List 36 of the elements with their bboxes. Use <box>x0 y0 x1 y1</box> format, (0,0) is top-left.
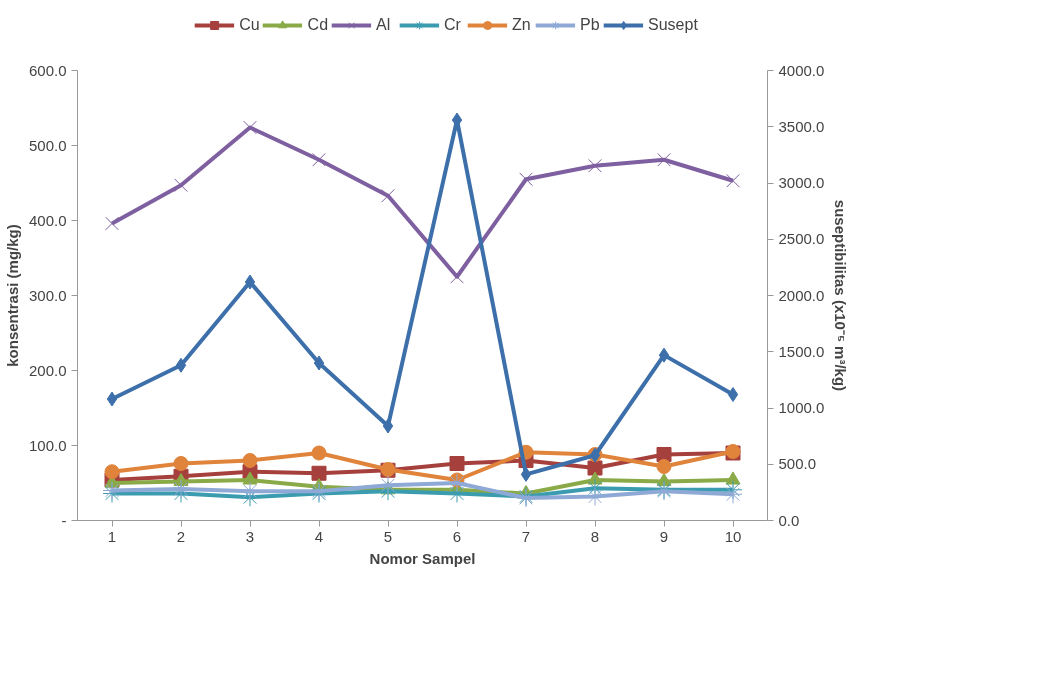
y2-tick-label: 4000.0 <box>778 61 825 79</box>
y-tick-label: 500.0 <box>28 136 67 154</box>
y-tick-label: 600.0 <box>28 61 67 79</box>
y2-tick-label: 1500.0 <box>778 342 825 360</box>
y-tick-label: 100.0 <box>28 436 67 454</box>
x-axis-title: Nomor Sampel <box>369 549 476 567</box>
x-tick-label: 8 <box>590 527 600 545</box>
y-tick-label: 400.0 <box>28 211 67 229</box>
y-tick-label: 300.0 <box>28 286 67 304</box>
legend-label: Pb <box>580 15 601 35</box>
legend-label: Cr <box>444 15 462 35</box>
y2-tick-label: 2000.0 <box>778 286 825 304</box>
legend-label: Zn <box>512 15 532 35</box>
y-tick-label: 200.0 <box>28 361 67 379</box>
x-tick-label: 4 <box>314 527 324 545</box>
y-tick-label: - <box>61 511 67 529</box>
legend-label: Cu <box>239 15 260 35</box>
x-tick-label: 3 <box>245 527 255 545</box>
legend-label: Cd <box>307 15 329 35</box>
y-axis-title: konsentrasi (mg/kg) <box>3 224 21 367</box>
y2-tick-label: 2500.0 <box>778 230 825 248</box>
x-tick-label: 7 <box>521 527 531 545</box>
legend-label: Susept <box>648 15 698 35</box>
y2-tick-label: 3500.0 <box>778 117 825 135</box>
y2-tick-label: 500.0 <box>778 455 817 473</box>
x-tick-label: 6 <box>452 527 462 545</box>
x-tick-label: 1 <box>107 527 117 545</box>
y2-tick-label: 1000.0 <box>778 399 825 416</box>
x-tick-label: 2 <box>176 527 186 545</box>
x-tick-label: 9 <box>659 527 669 545</box>
legend-label: Al <box>376 15 392 35</box>
y2-tick-label: 0.0 <box>778 511 800 529</box>
x-tick-label: 10 <box>724 527 742 545</box>
y2-tick-label: 3000.0 <box>778 174 825 191</box>
y2-axis-title: suseptibilitas (x10⁻⁵ m³/kg) <box>832 199 850 392</box>
x-tick-label: 5 <box>383 527 393 545</box>
